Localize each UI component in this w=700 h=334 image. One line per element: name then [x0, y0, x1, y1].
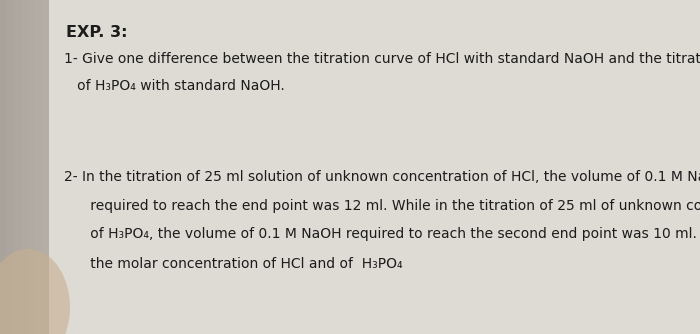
Text: of H₃PO₄, the volume of 0.1 M NaOH required to reach the second end point was 10: of H₃PO₄, the volume of 0.1 M NaOH requi…: [64, 227, 700, 241]
Bar: [21, 0, 28, 334]
Ellipse shape: [0, 249, 70, 334]
Text: 2- In the titration of 25 ml solution of unknown concentration of HCl, the volum: 2- In the titration of 25 ml solution of…: [64, 170, 700, 184]
Bar: [7, 0, 14, 334]
Text: required to reach the end point was 12 ml. While in the titration of 25 ml of un: required to reach the end point was 12 m…: [64, 199, 700, 213]
Text: 1- Give one difference between the titration curve of HCl with standard NaOH and: 1- Give one difference between the titra…: [64, 52, 700, 66]
Bar: [42, 0, 49, 334]
Bar: [0, 0, 7, 334]
Text: EXP. 3:: EXP. 3:: [66, 25, 128, 40]
Bar: [35, 0, 42, 334]
Bar: [0, 0, 49, 334]
Text: of H₃PO₄ with standard NaOH.: of H₃PO₄ with standard NaOH.: [64, 79, 284, 94]
Bar: [28, 0, 35, 334]
Text: the molar concentration of HCl and of  H₃PO₄: the molar concentration of HCl and of H₃…: [64, 257, 402, 271]
Bar: [14, 0, 21, 334]
